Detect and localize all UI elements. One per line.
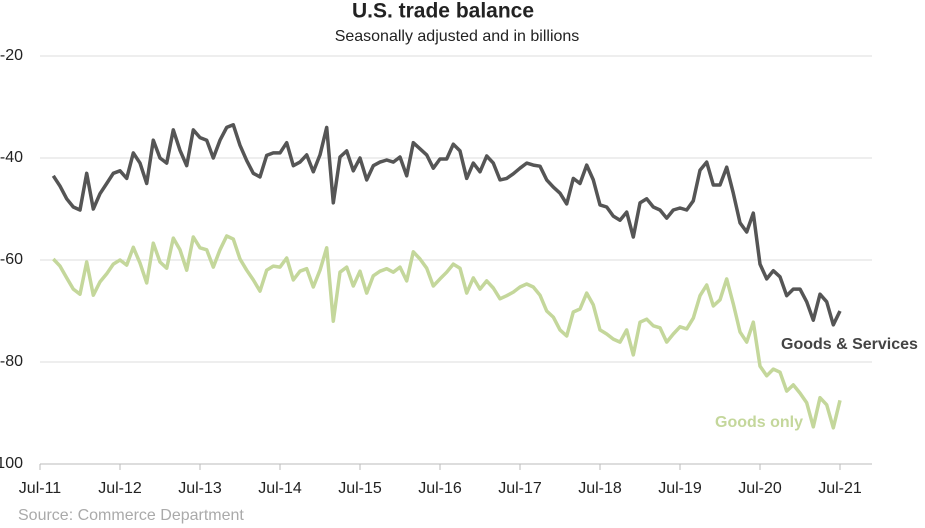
y-tick-label: -60	[0, 251, 23, 268]
x-tick-label: Jul-14	[258, 480, 302, 497]
x-tick-label: Jul-17	[498, 480, 542, 497]
source: Source: Commerce Department	[18, 507, 244, 524]
chart-subtitle: Seasonally adjusted and in billions	[335, 28, 580, 45]
series-label: Goods & Services	[781, 336, 918, 353]
x-tick-label: Jul-21	[818, 480, 862, 497]
x-tick-label: Jul-13	[178, 480, 222, 497]
x-tick-label: Jul-15	[338, 480, 382, 497]
x-tick-label: Jul-11	[19, 480, 61, 497]
y-tick-label: -40	[0, 149, 23, 166]
x-tick-label: Jul-19	[658, 480, 702, 497]
x-tick-label: Jul-16	[418, 480, 462, 497]
series-line	[52, 234, 842, 430]
y-tick-label: -100	[0, 455, 23, 472]
x-tick-label: Jul-20	[738, 480, 782, 497]
series-line	[51, 123, 842, 327]
chart-title: U.S. trade balance	[352, 0, 534, 23]
series-label: Goods only	[715, 414, 803, 431]
y-tick-label: -20	[0, 47, 23, 64]
y-tick-label: -80	[0, 353, 23, 370]
x-tick-label: Jul-12	[98, 480, 142, 497]
x-tick-label: Jul-18	[578, 480, 622, 497]
